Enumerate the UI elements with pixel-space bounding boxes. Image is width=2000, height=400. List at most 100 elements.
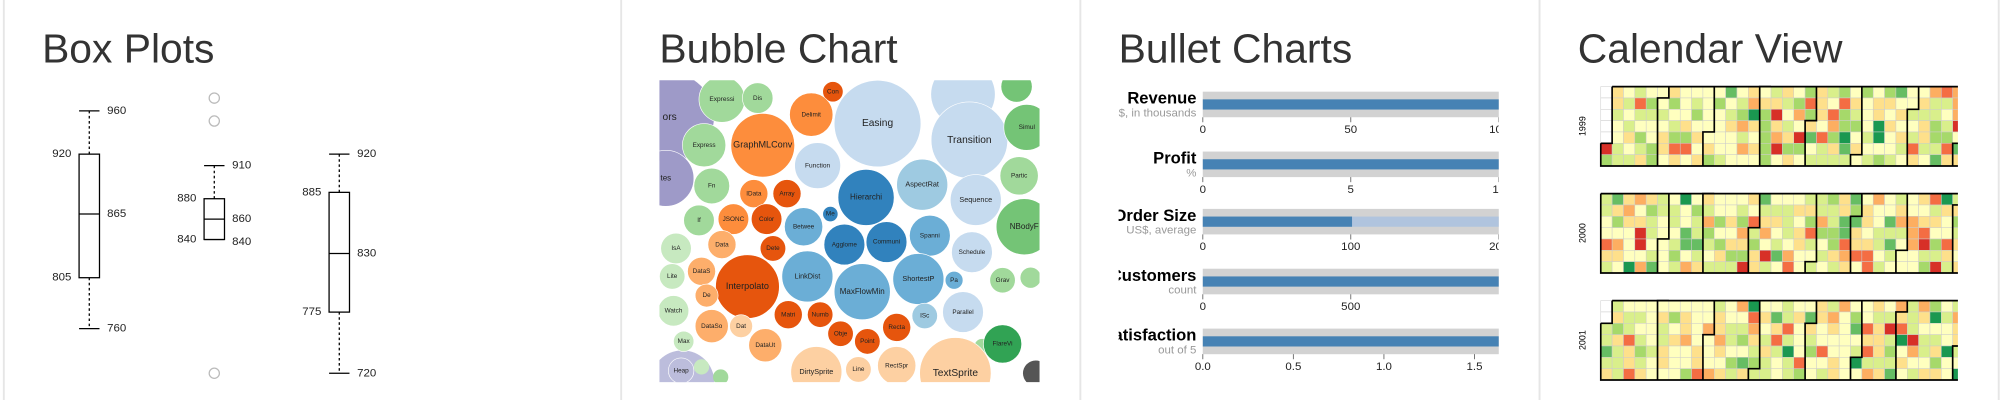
day-cell [1748, 109, 1760, 121]
day-cell [1941, 193, 1953, 206]
bubble-label: DirtySprite [799, 367, 833, 376]
day-cell [1645, 97, 1658, 110]
month-outline [1895, 193, 1909, 273]
day-cell [1748, 238, 1760, 251]
day-cell [1861, 334, 1874, 347]
day-cell [1884, 204, 1897, 217]
day-cell [1668, 227, 1681, 240]
outlier [208, 92, 221, 104]
day-cell [1964, 98, 1975, 109]
outlier [208, 115, 221, 127]
bubble-label: Schedule [959, 249, 986, 256]
day-cell [1895, 357, 1908, 369]
bubble [729, 314, 753, 338]
day-cell [1679, 300, 1692, 313]
card-title[interactable]: Calendar View [1578, 25, 1843, 71]
day-cell [1759, 261, 1772, 274]
day-cell [1964, 335, 1975, 346]
day-cell [1782, 238, 1795, 251]
day-cell [1668, 97, 1681, 110]
day-cell [1770, 97, 1783, 110]
day-cell [1861, 345, 1874, 358]
day-cell [1611, 357, 1624, 369]
day-cell [1907, 193, 1919, 206]
day-cell [1657, 334, 1670, 347]
day-cell [1838, 97, 1851, 110]
bubble-label: Simul [1019, 124, 1036, 131]
day-cell [1623, 323, 1636, 335]
month-outline [1758, 85, 1772, 166]
day-cell [1793, 109, 1806, 121]
bubble-label: Grav [996, 277, 1011, 284]
bubble [659, 295, 690, 327]
day-cell [1884, 250, 1897, 262]
day-cell [1725, 323, 1738, 335]
day-cell [1645, 261, 1658, 274]
day-cell [1907, 311, 1919, 324]
day-cell [1668, 368, 1681, 381]
day-cell [1634, 86, 1647, 99]
day-cell [1952, 193, 1958, 206]
bubble [750, 203, 783, 235]
day-cell [1827, 345, 1840, 358]
bubble [742, 82, 774, 114]
day-cell [1782, 216, 1795, 228]
bubble [790, 346, 843, 383]
day-cell [1861, 97, 1874, 110]
day-cell [1918, 311, 1931, 324]
bubble-label: AspectRat [905, 180, 939, 189]
day-cell [1929, 300, 1942, 313]
day-cell [1827, 120, 1840, 133]
bubble-chart-thumbnail[interactable]: ors tes Expressi Dis Con Delimit Easing Transit… [625, 62, 1052, 400]
day-cell [1872, 193, 1885, 206]
day-cell [1634, 357, 1647, 369]
day-cell [1861, 250, 1874, 262]
card-title[interactable]: Bullet Charts [1119, 25, 1353, 71]
day-cell [1714, 193, 1726, 206]
day-cell [1725, 143, 1738, 155]
day-cell [1691, 323, 1704, 335]
bullet-tick-label: 0.0 [1195, 361, 1211, 373]
day-cell [1782, 334, 1795, 347]
day-cell [1850, 193, 1863, 206]
box-plot-thumbnail[interactable]: 960 920 865 805 760 910 880 860 840 840 920 885 830 7… [52, 92, 376, 379]
day-cell [1782, 368, 1795, 381]
day-cell [1964, 369, 1975, 380]
day-cell [1804, 368, 1817, 381]
bubble-label: FlareVi [993, 341, 1013, 348]
day-cell [1770, 345, 1783, 358]
day-cell [1850, 86, 1863, 99]
bubble-label: GraphMLConv [733, 140, 793, 150]
day-cell [1782, 120, 1795, 133]
day-cell [1634, 193, 1647, 206]
card-title[interactable]: Box Plots [42, 25, 214, 71]
day-cell [1691, 300, 1704, 313]
day-cell [1770, 368, 1783, 381]
day-cell [1611, 120, 1624, 133]
day-cell [1964, 132, 1975, 143]
day-cell [1679, 97, 1692, 110]
card-title[interactable]: Bubble Chart [659, 25, 898, 71]
day-cell [1714, 345, 1726, 358]
day-cell [1702, 323, 1715, 335]
day-cell [1759, 345, 1772, 358]
day-cell [1668, 131, 1681, 144]
bubble-label: Partic [1011, 172, 1028, 179]
day-cell [1714, 120, 1726, 133]
day-cell [1702, 86, 1715, 99]
day-cell [1714, 204, 1726, 217]
month-outline [1702, 192, 1715, 273]
calendar-thumbnail[interactable]: 1999 2000 2001 [1577, 85, 1975, 381]
day-cell [1872, 204, 1885, 217]
day-cell [1872, 143, 1885, 155]
day-cell [1623, 193, 1636, 206]
day-cell [1793, 368, 1806, 381]
day-cell [1850, 227, 1863, 240]
day-cell [1600, 334, 1613, 347]
bubble [693, 167, 730, 205]
day-cell [1748, 97, 1760, 110]
box-label: 865 [107, 208, 126, 220]
day-cell [1748, 120, 1760, 133]
day-cell [1770, 300, 1783, 313]
